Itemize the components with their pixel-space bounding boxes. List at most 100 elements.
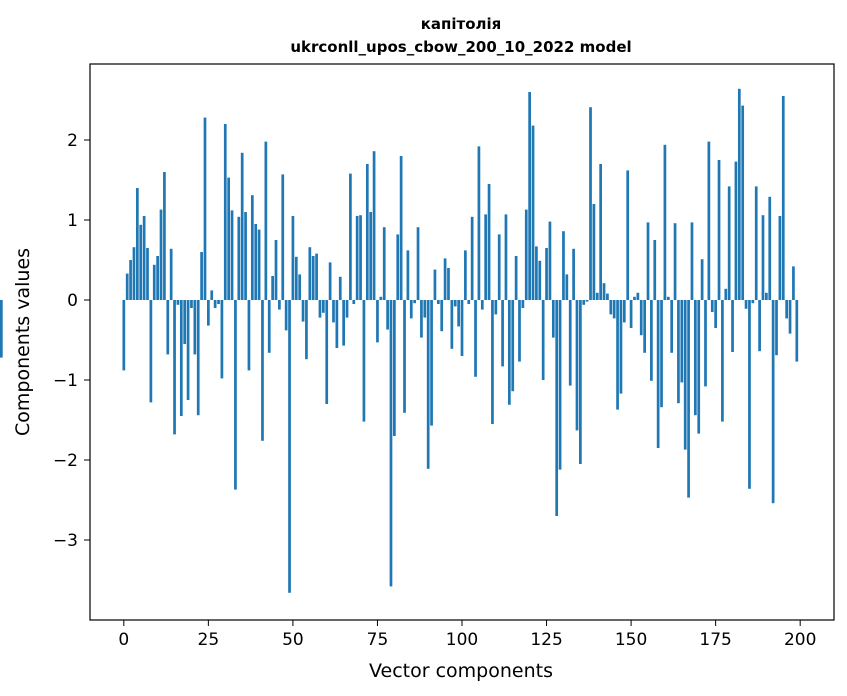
- bar-192: [771, 300, 775, 504]
- bar-123: [538, 260, 542, 300]
- bar-175: [714, 300, 717, 328]
- bar-undefined: [0, 300, 3, 358]
- bar-75: [376, 300, 379, 343]
- bar-158: [656, 300, 660, 448]
- y-tick-label: 0: [67, 291, 78, 311]
- bar-108: [487, 184, 491, 300]
- bar-146: [616, 300, 619, 410]
- bar-4: [135, 188, 139, 300]
- bar-125: [545, 248, 548, 300]
- bar-33: [234, 300, 237, 490]
- bar-16: [176, 300, 180, 305]
- bar-21: [193, 300, 197, 355]
- bar-78: [386, 300, 389, 330]
- bar-5: [139, 224, 143, 300]
- bar-64: [338, 276, 342, 300]
- bar-79: [389, 300, 393, 587]
- x-axis-label: Vector components: [369, 660, 553, 682]
- bar-169: [693, 300, 697, 416]
- bar-66: [345, 300, 349, 318]
- bar-198: [792, 266, 795, 300]
- bar-106: [480, 300, 484, 310]
- y-tick-label: −1: [53, 371, 78, 391]
- bar-142: [602, 283, 606, 300]
- bar-183: [741, 105, 745, 300]
- bar-137: [585, 300, 589, 302]
- bar-143: [606, 293, 609, 300]
- bar-13: [166, 300, 170, 355]
- bar-43: [267, 300, 271, 353]
- bar-134: [575, 300, 579, 431]
- bar-30: [223, 124, 227, 300]
- bar-148: [622, 300, 626, 323]
- bar-114: [507, 300, 511, 405]
- bar-20: [190, 300, 193, 308]
- bar-28: [217, 300, 220, 304]
- bar-157: [653, 240, 657, 300]
- bar-150: [629, 300, 633, 328]
- bar-122: [535, 246, 538, 300]
- bar-69: [355, 216, 359, 300]
- bar-92: [433, 269, 437, 300]
- bar-171: [700, 259, 704, 300]
- bar-87: [416, 227, 420, 300]
- bar-98: [453, 300, 457, 307]
- bar-8: [149, 300, 153, 403]
- bar-112: [501, 300, 504, 367]
- bar-55: [308, 247, 312, 300]
- bar-166: [683, 300, 687, 450]
- bar-49: [288, 300, 291, 593]
- bar-111: [497, 234, 501, 300]
- bar-129: [558, 300, 562, 470]
- bar-132: [568, 300, 572, 386]
- bar-76: [379, 296, 383, 300]
- y-tick-label: −3: [53, 531, 78, 551]
- bar-115: [511, 300, 515, 392]
- bar-159: [660, 300, 663, 408]
- bar-177: [721, 300, 724, 422]
- bar-27: [213, 300, 217, 308]
- bar-127: [551, 300, 555, 338]
- bar-104: [474, 300, 477, 377]
- bar-65: [342, 300, 345, 346]
- bar-51: [294, 256, 298, 300]
- bar-181: [734, 161, 738, 300]
- bar-199: [795, 300, 799, 362]
- x-tick-label: 100: [446, 630, 478, 650]
- bar-131: [565, 274, 569, 300]
- bar-94: [440, 300, 444, 332]
- bar-182: [737, 88, 741, 300]
- bar-19: [186, 300, 190, 400]
- bar-35: [240, 152, 244, 300]
- bar-36: [244, 212, 247, 300]
- bar-116: [514, 256, 518, 300]
- bar-145: [612, 300, 616, 319]
- bar-176: [717, 160, 721, 300]
- bar-2: [129, 260, 132, 300]
- bar-88: [420, 300, 423, 338]
- bar-186: [751, 300, 755, 304]
- bar-119: [524, 209, 528, 300]
- bar-57: [315, 253, 318, 300]
- bar-62: [332, 300, 335, 323]
- bar-72: [365, 164, 369, 300]
- bar-22: [196, 300, 200, 416]
- bar-9: [152, 264, 156, 300]
- bar-144: [609, 300, 613, 315]
- bar-81: [396, 234, 400, 300]
- bar-138: [589, 107, 592, 300]
- bar-32: [230, 210, 234, 300]
- bar-99: [457, 300, 460, 327]
- bar-152: [636, 292, 640, 300]
- bar-189: [761, 215, 765, 300]
- bar-48: [284, 300, 288, 331]
- chart-title: капітолія ukrconll_upos_cbow_200_10_2022…: [290, 15, 631, 56]
- bar-135: [579, 300, 582, 464]
- x-tick-label: 75: [367, 630, 389, 650]
- bar-136: [582, 300, 586, 305]
- bar-178: [724, 288, 728, 300]
- bar-6: [142, 216, 146, 300]
- bar-12: [163, 172, 166, 300]
- bar-97: [450, 300, 454, 349]
